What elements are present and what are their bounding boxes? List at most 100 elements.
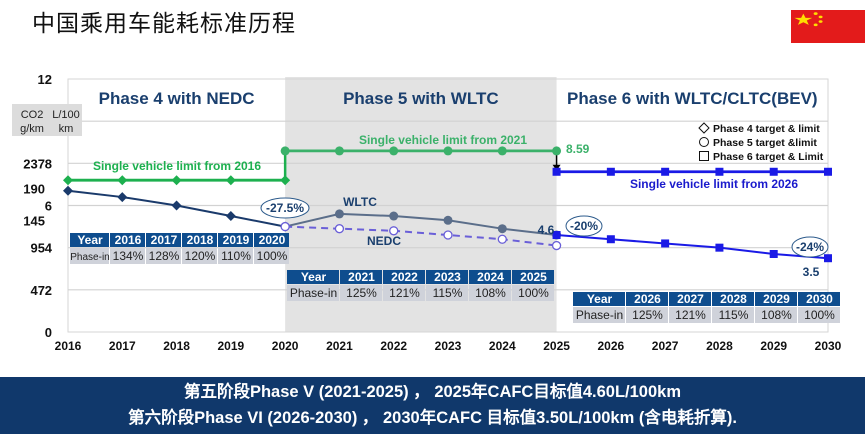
legend-label: Phase 5 target &limit [713,137,817,149]
table-value-label: 125% [632,308,663,322]
table-value-label: 121% [389,286,420,300]
x-tick-label: 2022 [380,339,407,353]
table-year-label: 2019 [223,233,250,247]
x-tick-label: 2029 [760,339,787,353]
data-point-square [552,231,561,240]
y-tick-label-l100km: 6 [45,199,52,214]
table-value-cell [110,248,145,264]
data-point-circle [280,146,290,156]
table-year-label: 2021 [348,270,375,284]
y-tick-label-l100km: 0 [45,325,52,340]
table-row-label: Phase-in [70,252,109,263]
data-point-diamond [225,175,236,186]
table-year-cell [512,270,554,284]
data-point-circle [497,146,507,156]
table-value-cell [469,285,511,301]
value-8.59-label: 8.59 [566,142,590,156]
data-point-diamond [171,175,182,186]
reduction-27.5-badge-oval [260,197,310,219]
phase-in-table: Year Phase-in 2021 125% 2022 121% 2023 115% 2024… [287,270,554,301]
legend-circle-icon [699,137,709,147]
x-tick-label: 2018 [163,339,190,353]
reduction-20-badge-oval [565,215,603,237]
data-point-square [552,167,561,176]
table-value-cell [755,307,797,323]
table-year-cell [383,270,425,284]
data-point-circle [389,211,399,221]
x-tick-label: 2019 [218,339,245,353]
table-year-label: 2024 [477,270,504,284]
legend-label: Phase 6 target & Limit [713,151,824,163]
x-tick-label: 2026 [598,339,625,353]
table-year-cell [110,233,145,247]
data-point-circle-open [280,221,290,232]
series-line [285,225,557,247]
data-point-circle [443,215,453,225]
table-row-label-cell [70,248,109,264]
reduction-27.5-badge: -27.5% [266,201,304,215]
table-value-label: 120% [185,249,216,263]
table-value-label: 108% [761,308,792,322]
x-tick-label: 2017 [109,339,136,353]
phase-in-table: Year Phase-in 2016 134% 2017 128% 2018 120% 2019… [70,233,289,264]
table-value-cell [712,307,754,323]
table-year-cell [146,233,181,247]
limit-2026-label: Single vehicle limit from 2026 [630,177,798,191]
china-flag-icon [791,10,865,43]
data-point-diamond [63,185,73,196]
x-tick-label: 2028 [706,339,733,353]
table-value-label: 115% [719,308,749,322]
x-tick-label: 2025 [543,339,570,353]
table-year-label: 2017 [151,233,178,247]
table-year-cell [218,233,253,247]
table-value-label: 115% [433,286,463,300]
table-year-label: 2027 [677,292,704,306]
table-year-label: 2023 [434,270,461,284]
table-row-label-cell [573,307,625,323]
value-4.6-label: 4.6 [538,223,555,237]
unit-l100km-label: L/100 [52,109,80,121]
table-year-cell [426,270,468,284]
table-value-cell [626,307,668,323]
table-value-cell [426,285,468,301]
data-point-circle-open [551,240,562,251]
x-tick-label: 2020 [272,339,299,353]
data-point-square [606,167,615,176]
wltc-label: WLTC [343,195,377,209]
limit-2016-label: Single vehicle limit from 2016 [93,159,261,173]
reduction-20-badge: -20% [570,219,598,233]
table-year-cell [340,270,382,284]
table-header-label: Year [587,292,613,306]
data-point-diamond [117,175,128,186]
legend-label: Phase 4 target & limit [713,123,820,135]
y-tick-label-co2: 95 [31,241,45,256]
phase-title: Phase 6 with WLTC/CLTC(BEV) [567,89,818,108]
data-point-square [769,167,778,176]
phase-title: Phase 5 with WLTC [343,89,499,108]
nedc-label: NEDC [367,234,401,248]
table-value-label: 100% [257,249,288,263]
x-tick-label: 2016 [55,339,82,353]
data-point-diamond [280,175,291,186]
unit-header-box [12,104,82,136]
table-value-label: 128% [149,249,180,263]
legend-diamond-icon [698,122,710,134]
summary-line-phase6: 第六阶段Phase VI (2026-2030) ， 2030年CAFC 目标值… [128,409,737,427]
data-point-diamond [63,175,73,186]
reduction-24-badge: -24% [796,240,824,254]
table-header-cell [70,233,109,247]
table-header-label: Year [77,233,103,247]
table-year-cell [469,270,511,284]
table-value-cell [218,248,253,264]
unit-l100km-label: km [59,123,74,135]
table-value-cell [146,248,181,264]
data-point-square [769,249,778,258]
table-row-label: Phase-in [576,308,623,322]
y-tick-label-l100km: 8 [45,156,52,171]
reduction-24-badge-oval [791,236,829,258]
table-year-cell [182,233,217,247]
table-year-label: 2030 [806,292,833,306]
y-tick-label-l100km: 12 [38,72,52,87]
table-row-label: Phase-in [290,286,337,300]
value-3.5-label: 3.5 [803,265,820,279]
